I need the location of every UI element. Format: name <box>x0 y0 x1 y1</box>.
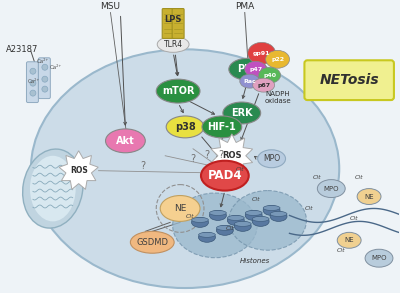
Ellipse shape <box>173 193 257 258</box>
Ellipse shape <box>266 50 290 68</box>
Ellipse shape <box>258 150 286 168</box>
Text: A23187: A23187 <box>6 45 38 54</box>
Ellipse shape <box>357 189 381 205</box>
Text: gp91: gp91 <box>253 51 270 56</box>
Ellipse shape <box>156 79 200 103</box>
Ellipse shape <box>245 61 267 77</box>
Text: MPO: MPO <box>324 185 339 192</box>
Ellipse shape <box>216 225 233 235</box>
Circle shape <box>42 76 48 82</box>
Text: ERK: ERK <box>231 108 252 118</box>
Text: GSDMD: GSDMD <box>136 238 168 247</box>
Circle shape <box>42 64 48 70</box>
Circle shape <box>42 86 48 92</box>
Ellipse shape <box>192 217 208 222</box>
Text: MPO: MPO <box>263 154 280 163</box>
Text: NADPH
oxidase: NADPH oxidase <box>264 91 291 104</box>
Text: Rac: Rac <box>243 79 256 84</box>
Ellipse shape <box>245 210 262 220</box>
Ellipse shape <box>227 215 244 225</box>
Circle shape <box>30 90 36 96</box>
Circle shape <box>30 80 36 86</box>
Text: ROS: ROS <box>222 151 242 160</box>
Text: MSU: MSU <box>100 1 120 11</box>
Text: Ca²⁺: Ca²⁺ <box>37 59 49 64</box>
Ellipse shape <box>198 232 216 242</box>
Text: TLR4: TLR4 <box>164 40 183 49</box>
Text: Cit: Cit <box>226 226 234 231</box>
FancyBboxPatch shape <box>26 62 38 103</box>
Text: NE: NE <box>364 194 374 200</box>
Text: Cit: Cit <box>305 207 314 212</box>
Ellipse shape <box>31 49 339 288</box>
Text: Cit: Cit <box>186 214 194 219</box>
Ellipse shape <box>234 222 251 226</box>
Ellipse shape <box>229 58 267 80</box>
Text: LPS: LPS <box>164 14 182 23</box>
Ellipse shape <box>160 195 200 222</box>
Ellipse shape <box>270 212 287 222</box>
Text: NE: NE <box>174 204 186 213</box>
FancyBboxPatch shape <box>304 60 394 100</box>
Text: Histones: Histones <box>240 258 270 264</box>
FancyBboxPatch shape <box>162 8 174 38</box>
Text: ROS: ROS <box>70 166 88 175</box>
Ellipse shape <box>130 231 174 253</box>
Ellipse shape <box>30 156 76 222</box>
Polygon shape <box>59 151 98 189</box>
Text: PMA: PMA <box>235 1 254 11</box>
Ellipse shape <box>263 205 280 210</box>
Text: Ca²⁺: Ca²⁺ <box>28 79 40 84</box>
Text: PKC: PKC <box>237 64 258 74</box>
Ellipse shape <box>253 78 274 92</box>
Text: ?: ? <box>190 154 195 164</box>
Ellipse shape <box>252 217 269 226</box>
Text: MPO: MPO <box>371 255 387 261</box>
Ellipse shape <box>365 249 393 267</box>
Ellipse shape <box>216 225 233 230</box>
Ellipse shape <box>201 161 249 190</box>
Text: PAD4: PAD4 <box>208 169 242 182</box>
Text: ?: ? <box>204 150 209 160</box>
Text: NE: NE <box>344 237 354 243</box>
Text: ?: ? <box>140 161 146 171</box>
Ellipse shape <box>317 180 345 197</box>
Text: NETosis: NETosis <box>319 73 379 87</box>
Ellipse shape <box>252 217 269 222</box>
Text: p38: p38 <box>175 122 196 132</box>
FancyBboxPatch shape <box>172 8 184 38</box>
Ellipse shape <box>210 210 226 220</box>
Ellipse shape <box>202 116 242 138</box>
Ellipse shape <box>192 217 208 227</box>
Text: Ca²⁺: Ca²⁺ <box>50 65 62 70</box>
Ellipse shape <box>223 102 261 124</box>
Text: p47: p47 <box>249 67 262 72</box>
Text: Cit: Cit <box>236 167 244 172</box>
Ellipse shape <box>157 36 189 52</box>
Ellipse shape <box>259 67 280 83</box>
Ellipse shape <box>240 74 260 88</box>
Text: HIF-1: HIF-1 <box>208 122 236 132</box>
Ellipse shape <box>210 210 226 215</box>
Ellipse shape <box>245 210 262 215</box>
Ellipse shape <box>166 116 204 138</box>
Text: ?: ? <box>218 150 224 160</box>
Text: mTOR: mTOR <box>162 86 194 96</box>
Ellipse shape <box>106 129 145 153</box>
Text: p22: p22 <box>271 57 284 62</box>
Ellipse shape <box>23 149 83 228</box>
FancyBboxPatch shape <box>38 58 50 98</box>
Text: Akt: Akt <box>116 136 135 146</box>
Ellipse shape <box>270 212 287 217</box>
Ellipse shape <box>263 205 280 215</box>
Ellipse shape <box>198 232 216 237</box>
Ellipse shape <box>337 232 361 248</box>
Circle shape <box>30 68 36 74</box>
Ellipse shape <box>234 222 251 231</box>
Text: Cit: Cit <box>313 175 322 180</box>
Ellipse shape <box>248 42 276 64</box>
Ellipse shape <box>229 190 306 250</box>
Text: Cit: Cit <box>337 248 346 253</box>
Text: Cit: Cit <box>350 217 358 222</box>
